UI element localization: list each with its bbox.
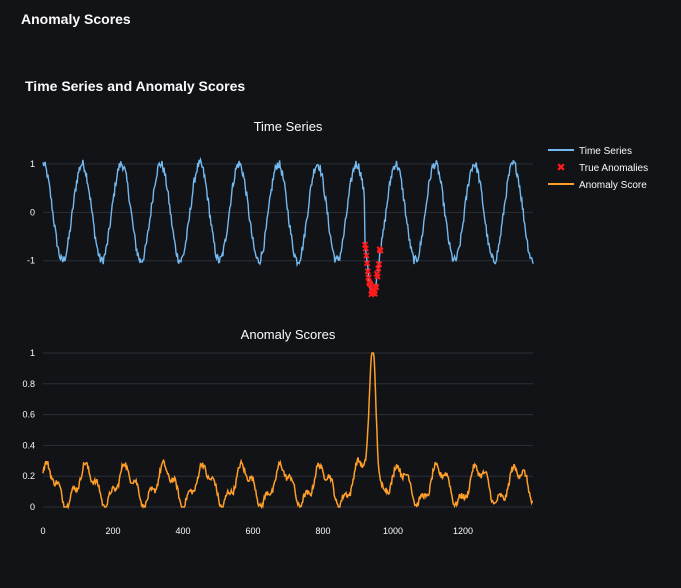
anomaly-score-grid [43, 352, 533, 508]
y-tick-label: 0 [30, 207, 35, 217]
anomaly-marker[interactable] [374, 273, 381, 280]
anomaly-marker[interactable] [363, 260, 371, 267]
x-tick-label: 200 [105, 526, 120, 536]
y-tick-label: 0.2 [22, 471, 35, 481]
y-tick-label: 0 [30, 502, 35, 512]
legend-item-time-series[interactable]: Time Series [548, 146, 632, 157]
y-tick-label: 0.6 [22, 410, 35, 420]
anomaly-marker[interactable] [375, 260, 383, 268]
legend-item-true-anomalies[interactable]: ✖ True Anomalies [556, 161, 648, 174]
y-tick-label: 1 [30, 348, 35, 358]
legend[interactable]: Time Series ✖ True Anomalies Anomaly Sco… [548, 146, 648, 191]
axis-ticks: 1 0 -1 1 0.8 0.6 0.4 0.2 0 0 200 400 600 800 1000 1200 [22, 159, 473, 536]
section-title: Time Series and Anomaly Scores [25, 78, 246, 94]
anomaly-marker-stroke [374, 273, 381, 280]
anomaly-markers[interactable] [361, 241, 384, 298]
x-tick-label: 800 [315, 526, 330, 536]
time-series-line[interactable] [42, 156, 534, 297]
legend-label-anomaly-score: Anomaly Score [579, 180, 647, 191]
anomaly-marker[interactable] [372, 284, 380, 291]
legend-item-anomaly-score[interactable]: Anomaly Score [548, 180, 647, 191]
anomaly-marker-stroke [364, 268, 372, 275]
anomaly-marker[interactable] [375, 265, 382, 272]
anomaly-marker[interactable] [363, 252, 370, 259]
y-tick-label: -1 [27, 256, 35, 266]
y-tick-label: 1 [30, 159, 35, 169]
anomaly-marker-stroke [375, 265, 382, 272]
legend-label-true-anomalies: True Anomalies [579, 163, 648, 174]
anomaly-marker-stroke [371, 290, 379, 297]
anomaly-marker[interactable] [364, 268, 372, 275]
anomaly-marker[interactable] [362, 245, 369, 252]
anomaly-marker-stroke [362, 245, 369, 252]
x-tick-label: 1200 [453, 526, 473, 536]
x-tick-label: 400 [175, 526, 190, 536]
chart-title-anomaly-scores: Anomaly Scores [241, 327, 336, 342]
chart-title-time-series: Time Series [254, 119, 323, 134]
anomaly-marker-stroke [375, 260, 383, 268]
anomaly-marker[interactable] [365, 274, 372, 281]
y-tick-label: 0.8 [22, 379, 35, 389]
legend-swatch-x-icon: ✖ [556, 161, 565, 174]
anomaly-marker-stroke [365, 274, 372, 281]
anomaly-marker-stroke [367, 281, 374, 288]
legend-label-time-series: Time Series [579, 146, 632, 157]
anomaly-marker-stroke [370, 288, 378, 295]
x-tick-label: 0 [40, 526, 45, 536]
page-title: Anomaly Scores [21, 11, 131, 27]
anomaly-marker-stroke [363, 260, 371, 267]
x-tick-label: 1000 [383, 526, 403, 536]
x-tick-label: 600 [245, 526, 260, 536]
anomaly-marker[interactable] [377, 247, 384, 254]
time-series-plot[interactable] [42, 156, 534, 297]
anomaly-score-line[interactable] [42, 352, 533, 510]
anomaly-marker-stroke [377, 247, 384, 254]
anomaly-marker-stroke [372, 284, 380, 291]
anomaly-score-plot[interactable] [42, 352, 533, 510]
anomaly-marker-stroke [363, 252, 370, 259]
y-tick-label: 0.4 [22, 440, 35, 450]
anomaly-marker[interactable] [371, 290, 379, 297]
anomaly-marker[interactable] [367, 281, 374, 288]
